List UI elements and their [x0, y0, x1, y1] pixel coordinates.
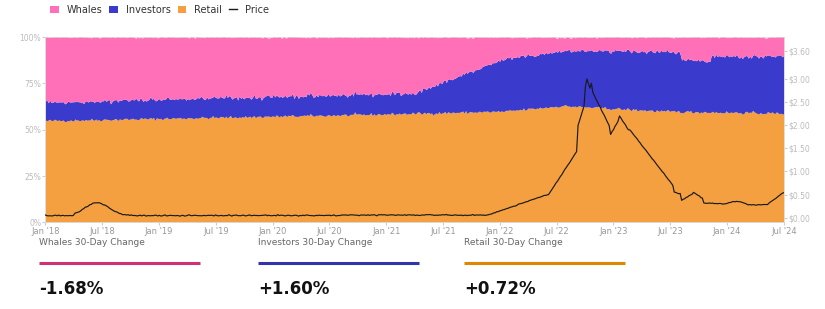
- Text: Whales 30-Day Change: Whales 30-Day Change: [40, 238, 145, 247]
- Text: -1.68%: -1.68%: [40, 280, 104, 298]
- Legend: Whales, Investors, Retail, Price: Whales, Investors, Retail, Price: [50, 5, 269, 15]
- Text: +0.72%: +0.72%: [464, 280, 535, 298]
- Text: +1.60%: +1.60%: [258, 280, 330, 298]
- Text: Retail 30-Day Change: Retail 30-Day Change: [464, 238, 563, 247]
- Text: Investors 30-Day Change: Investors 30-Day Change: [258, 238, 373, 247]
